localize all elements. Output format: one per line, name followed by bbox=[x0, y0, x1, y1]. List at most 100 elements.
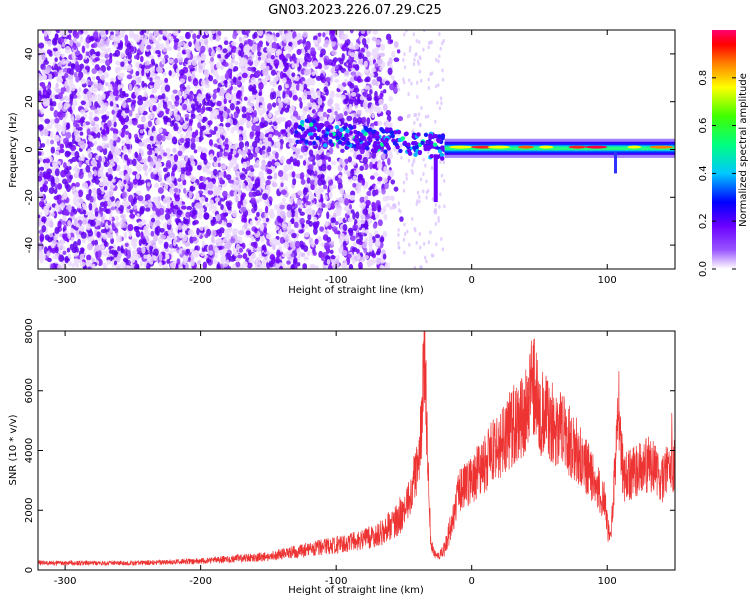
noise-blob bbox=[125, 140, 132, 145]
noise-blob bbox=[256, 211, 260, 217]
noise-blob bbox=[73, 218, 78, 227]
noise-blob bbox=[218, 150, 223, 158]
noise-blob bbox=[116, 221, 120, 226]
noise-blob bbox=[118, 179, 123, 187]
noise-blob bbox=[272, 91, 277, 100]
noise-blob bbox=[181, 205, 187, 210]
noise-blob bbox=[178, 160, 185, 168]
noise-blob bbox=[136, 163, 142, 172]
noise-blob bbox=[40, 107, 44, 115]
noise-blob bbox=[198, 65, 204, 70]
noise-blob bbox=[48, 220, 54, 228]
noise-blob bbox=[441, 247, 445, 252]
noise-blob bbox=[140, 115, 146, 123]
noise-blob bbox=[47, 257, 52, 263]
noise-blob bbox=[53, 110, 59, 118]
noise-blob bbox=[322, 111, 327, 118]
noise-blob bbox=[331, 200, 335, 207]
noise-blob bbox=[339, 188, 345, 195]
noise-blob bbox=[366, 30, 372, 35]
noise-blob bbox=[320, 147, 324, 153]
noise-blob bbox=[111, 178, 116, 183]
noise-blob bbox=[252, 118, 256, 124]
noise-blob bbox=[80, 247, 85, 255]
noise-blob bbox=[123, 231, 128, 240]
noise-blob bbox=[196, 104, 202, 113]
noise-blob bbox=[349, 30, 354, 34]
noise-blob bbox=[331, 160, 337, 166]
noise-blob bbox=[267, 52, 272, 60]
noise-blob bbox=[223, 40, 229, 46]
noise-blob bbox=[58, 254, 65, 263]
noise-blob bbox=[224, 143, 229, 151]
noise-blob bbox=[96, 161, 101, 169]
noise-blob bbox=[277, 217, 284, 223]
noise-blob bbox=[308, 156, 313, 161]
noise-blob bbox=[176, 90, 182, 96]
noise-blob bbox=[360, 30, 366, 34]
noise-blob bbox=[132, 158, 137, 167]
noise-blob bbox=[184, 137, 191, 142]
noise-blob bbox=[257, 30, 264, 37]
noise-blob bbox=[107, 83, 113, 91]
noise-blob bbox=[338, 65, 343, 71]
noise-blob bbox=[127, 168, 132, 175]
noise-blob bbox=[190, 103, 196, 109]
noise-blob bbox=[377, 219, 383, 227]
noise-blob bbox=[245, 230, 251, 236]
noise-blob bbox=[280, 189, 287, 196]
noise-blob bbox=[297, 39, 304, 45]
noise-blob bbox=[144, 38, 149, 45]
noise-blob bbox=[224, 252, 231, 261]
noise-blob bbox=[46, 250, 51, 257]
noise-blob bbox=[217, 30, 222, 37]
noise-blob bbox=[233, 179, 239, 185]
noise-blob bbox=[151, 150, 155, 158]
noise-blob bbox=[250, 176, 255, 182]
noise-blob bbox=[113, 83, 119, 91]
noise-blob bbox=[166, 159, 172, 168]
noise-blob bbox=[217, 190, 221, 195]
noise-blob bbox=[379, 236, 385, 243]
noise-blob bbox=[39, 186, 44, 193]
noise-blob bbox=[136, 124, 143, 129]
noise-blob bbox=[70, 237, 75, 242]
noise-blob bbox=[57, 264, 62, 269]
noise-blob bbox=[335, 210, 342, 217]
noise-blob bbox=[44, 234, 50, 241]
noise-blob bbox=[356, 75, 362, 83]
noise-blob bbox=[107, 153, 114, 160]
noise-blob bbox=[209, 34, 214, 42]
noise-blob bbox=[176, 258, 181, 265]
noise-blob bbox=[250, 76, 256, 85]
noise-blob bbox=[72, 37, 77, 44]
noise-blob bbox=[375, 251, 381, 256]
noise-blob bbox=[329, 75, 333, 83]
noise-blob bbox=[376, 76, 382, 82]
noise-blob bbox=[161, 93, 166, 100]
noise-blob bbox=[190, 176, 196, 182]
noise-blob bbox=[173, 38, 180, 43]
noise-blob bbox=[258, 82, 264, 90]
noise-blob bbox=[315, 116, 320, 121]
noise-blob bbox=[74, 61, 79, 69]
noise-blob bbox=[364, 220, 369, 228]
noise-blob bbox=[327, 164, 332, 171]
noise-blob bbox=[337, 113, 344, 119]
noise-blob bbox=[53, 210, 58, 219]
noise-blob bbox=[217, 53, 222, 59]
noise-blob bbox=[135, 230, 141, 238]
noise-blob bbox=[385, 110, 392, 116]
noise-blob bbox=[265, 184, 271, 191]
noise-blob bbox=[238, 247, 244, 253]
noise-blob bbox=[317, 107, 324, 113]
noise-blob bbox=[193, 149, 198, 154]
noise-blob bbox=[46, 30, 52, 36]
noise-blob bbox=[236, 90, 242, 98]
noise-blob bbox=[250, 66, 257, 72]
noise-blob bbox=[99, 52, 104, 58]
noise-blob bbox=[223, 221, 227, 227]
noise-blob bbox=[134, 35, 141, 43]
noise-blob bbox=[124, 130, 130, 135]
noise-blob bbox=[68, 33, 72, 40]
